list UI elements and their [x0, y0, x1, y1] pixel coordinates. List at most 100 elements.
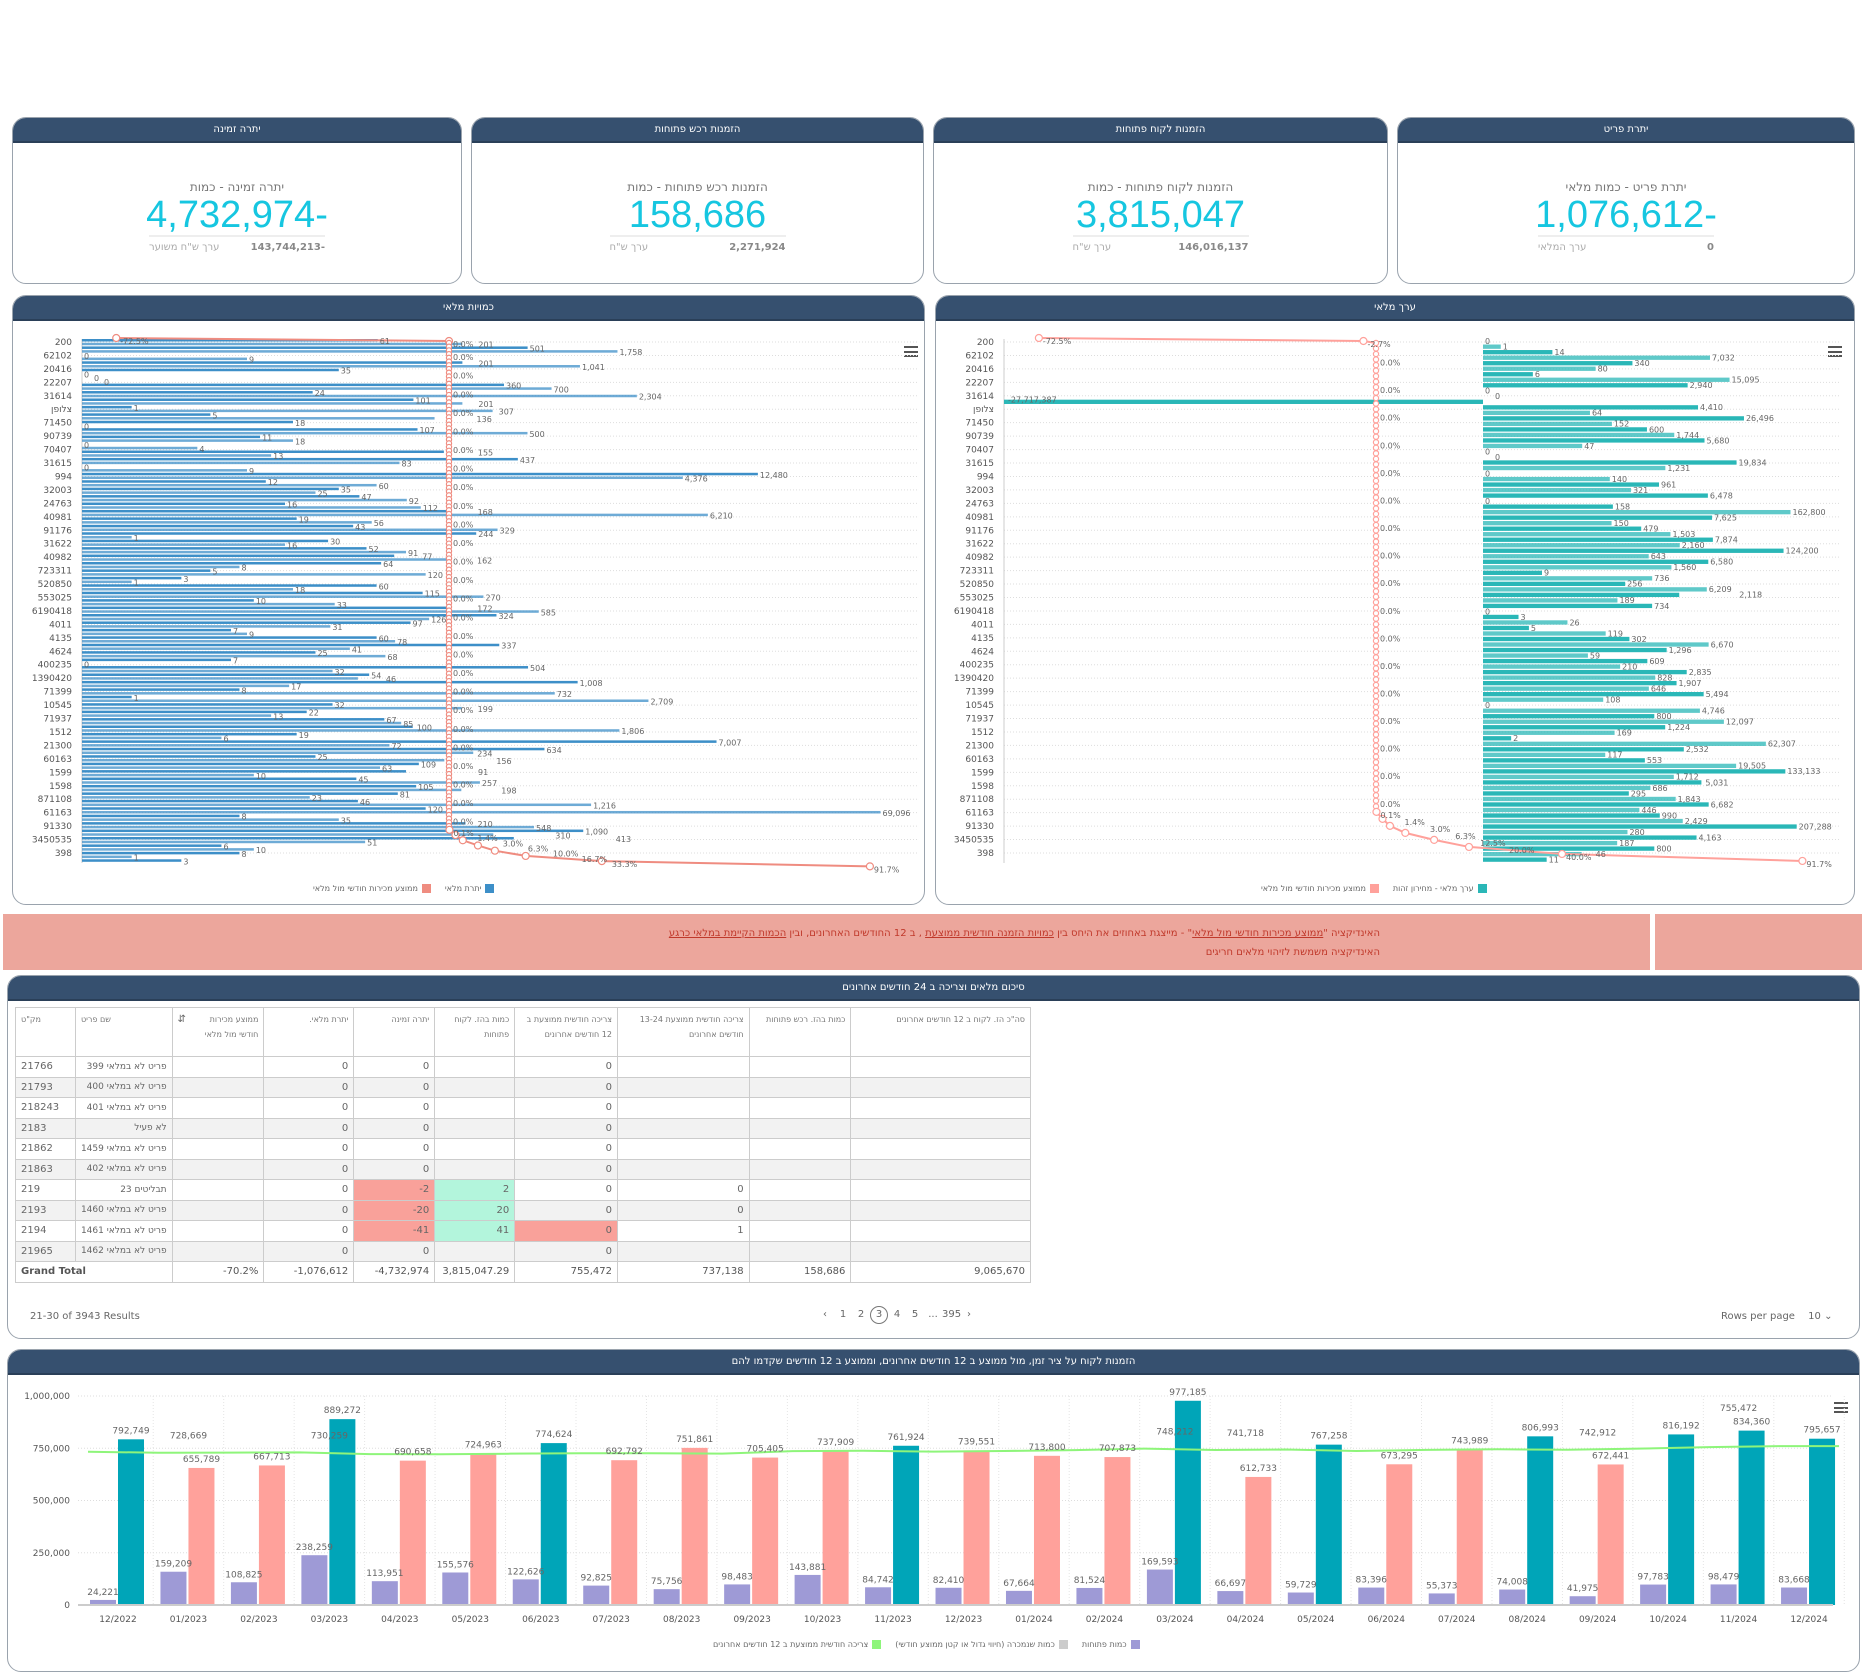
sold-qty-label: 977,185 [1169, 1388, 1206, 1398]
open-qty-bar [1499, 1589, 1526, 1605]
ratio-point [1372, 770, 1380, 777]
sold-qty-label: 792,749 [112, 1426, 149, 1436]
kpi-foot-label: ערך המלאי [1538, 242, 1587, 253]
table-row[interactable]: 21862 פריט לא במלאי 1459 0 0 0 [15, 1138, 1031, 1160]
column-header[interactable]: יתרת מלאי. [263, 1007, 355, 1057]
table-row[interactable]: 2194 פריט לא במלאי 1461 0 -41 41 0 1 [15, 1220, 1031, 1242]
table-row[interactable]: 218243 פריט לא במלאי 401 0 0 0 [15, 1097, 1031, 1119]
table-row[interactable]: 2183 לא פעיל 0 0 0 [15, 1117, 1031, 1139]
bar [1483, 697, 1604, 702]
results-count: 21-30 of 3943 Results [30, 1311, 140, 1322]
table-cell [171, 1056, 265, 1078]
table-cell [616, 1056, 750, 1078]
prev-page-button[interactable]: ‹ [823, 1309, 827, 1320]
legend-item-stock[interactable]: יתרת מלאי [445, 884, 495, 893]
chart-menu-icon[interactable] [904, 346, 918, 357]
bar [1483, 741, 1766, 746]
bar [82, 576, 182, 580]
table-row[interactable]: 219 תבליטים 23 0 -2 2 0 0 [15, 1179, 1031, 1201]
bar-label: 0 [1495, 453, 1500, 462]
bar [82, 625, 331, 628]
bar [1483, 785, 1651, 791]
column-header[interactable]: ⇵ ממוצע מכירות חודשי מול מלאי [171, 1007, 265, 1057]
column-header[interactable]: צריכה חודשית ממוצעת ב 12 חודשים אחרונים [514, 1007, 618, 1057]
ratio-point [1372, 439, 1380, 446]
bar [82, 714, 272, 717]
sort-icon[interactable]: ⇵ [177, 1014, 186, 1025]
bar [1483, 614, 1519, 620]
bar [82, 539, 329, 543]
banner-link[interactable]: הכמות הקיימת במלאי כרגע [668, 928, 787, 939]
table-row[interactable]: 21965 פריט לא במלאי 1462 0 0 0 [15, 1240, 1031, 1262]
page-3[interactable]: 3 [870, 1306, 888, 1324]
open-qty-label: 81,524 [1074, 1576, 1106, 1586]
page-5[interactable]: 5 [911, 1309, 919, 1320]
table-cell [850, 1076, 1031, 1098]
ratio-point [1430, 835, 1439, 845]
bar-label: 64 [1592, 409, 1602, 418]
page-2[interactable]: 2 [857, 1309, 865, 1320]
column-header[interactable]: צריכה חודשית ממוצעת 13-24 חודשים אחרונים [616, 1007, 750, 1057]
bar [82, 495, 360, 498]
x-tick-label: 06/2024 [1368, 1615, 1406, 1625]
column-header[interactable]: כמות בהז. לקוח פתוחות [434, 1007, 516, 1057]
bar [82, 851, 240, 855]
total-cell: -70.2% [171, 1261, 265, 1283]
kpi-foot-label: ערך ש"ח משוער [149, 242, 220, 253]
bar [82, 632, 247, 636]
bar-label: 150 [1614, 519, 1629, 528]
category-label: 3450535 [32, 836, 72, 846]
bar [82, 680, 578, 684]
legend-item-sold[interactable]: כמות שנמכרה (חיווי גדול או קטן ממוצע חוד… [895, 1640, 1068, 1649]
bar-label: 91 [478, 768, 488, 777]
banner-link[interactable]: כמויות הזמנה חודשית ממוצעת [925, 928, 1054, 939]
bar-label: 0 [1485, 701, 1490, 710]
page-4[interactable]: 4 [893, 1309, 901, 1320]
banner-link[interactable]: ממוצע מכירות חודשי מול מלאי [1192, 928, 1324, 939]
bar-label: 7,625 [1714, 514, 1737, 523]
pagination-ellipsis[interactable]: ... [928, 1309, 938, 1320]
table-row[interactable]: 21793 פריט לא במלאי 400 0 0 0 [15, 1076, 1031, 1098]
chart-menu-icon[interactable] [1828, 346, 1842, 357]
column-header[interactable]: סה"כ הז. לקוח ב 12 חודשים אחרונים [850, 1007, 1031, 1057]
bar-label: 47 [1584, 442, 1594, 451]
legend-item-open[interactable]: כמות פתוחות [1082, 1640, 1140, 1649]
legend-item-ratio[interactable]: ממוצע מכירות חודשי מול מלאי [313, 884, 431, 893]
table-row[interactable]: 21863 פריט לא במלאי 402 0 0 0 [15, 1158, 1031, 1180]
legend-label: ממוצע מכירות חודשי מול מלאי [313, 884, 418, 893]
open-qty-bar [512, 1579, 539, 1605]
page-395[interactable]: 395 [942, 1309, 962, 1320]
chart-menu-icon[interactable] [1834, 1402, 1848, 1413]
bar [1483, 714, 1655, 719]
open-qty-bar [1358, 1587, 1385, 1605]
table-row[interactable]: 2193 פריט לא במלאי 1460 0 -20 20 0 0 [15, 1199, 1031, 1221]
bar-label: 210 [1622, 662, 1637, 671]
legend-item-value[interactable]: ערך מלאי - מחירון זהות [1393, 884, 1487, 893]
next-page-button[interactable]: › [967, 1309, 971, 1320]
bar [82, 435, 261, 439]
legend-item-ratio[interactable]: ממוצע מכירות חודשי מול מלאי [1261, 884, 1379, 893]
bar-label: 2,429 [1685, 817, 1708, 826]
column-header[interactable]: יתרה זמינה [353, 1007, 436, 1057]
x-tick-label: 10/2023 [804, 1615, 841, 1625]
open-qty-bar [865, 1587, 892, 1605]
x-tick-label: 11/2024 [1720, 1615, 1758, 1625]
grand-total-row: Grand Total -70.2% -1,076,612 -4,732,974 3,8… [15, 1261, 1031, 1283]
column-header[interactable]: מק"ט [15, 1007, 76, 1057]
table-row[interactable]: 21766 פריט לא במלאי 399 0 0 0 [15, 1056, 1031, 1078]
column-header[interactable]: כמות בהז. רכש פתוחות [748, 1007, 852, 1057]
ratio-label: 0.0% [1380, 441, 1401, 450]
page-1[interactable]: 1 [839, 1309, 847, 1320]
category-label: 871108 [960, 795, 995, 805]
bar [82, 677, 358, 680]
rows-per-page-select[interactable]: 10 ⌄ [1808, 1311, 1832, 1322]
bar [82, 666, 529, 669]
bar [82, 706, 462, 710]
column-header[interactable]: שם פריט [74, 1007, 173, 1057]
bar [1483, 647, 1667, 653]
table-cell: 0 [616, 1199, 750, 1221]
table-cell [171, 1199, 265, 1221]
x-tick-label: 12/2024 [1790, 1615, 1828, 1625]
legend-item-avg[interactable]: צריכה חודשית ממוצעת ב 12 חודשים אחרונים [713, 1640, 882, 1649]
bar [1483, 835, 1697, 840]
